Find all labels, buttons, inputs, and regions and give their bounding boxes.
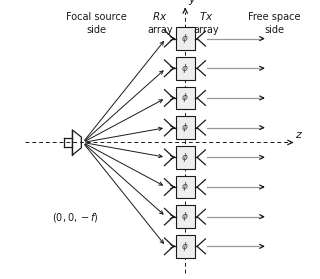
Text: $\phi$: $\phi$ <box>181 32 189 45</box>
Text: $\phi$: $\phi$ <box>181 92 189 104</box>
Text: $Rx$: $Rx$ <box>152 10 168 22</box>
Bar <box>176 87 195 109</box>
Text: $\phi$: $\phi$ <box>181 121 189 134</box>
Bar <box>176 235 195 258</box>
Text: $\phi$: $\phi$ <box>181 62 189 75</box>
Bar <box>176 146 195 169</box>
Text: $\phi$: $\phi$ <box>181 210 189 223</box>
Bar <box>176 57 195 80</box>
Text: side: side <box>264 25 284 35</box>
Text: $Tx$: $Tx$ <box>199 10 213 22</box>
Text: $\phi$: $\phi$ <box>181 181 189 194</box>
Text: $\phi$: $\phi$ <box>181 240 189 253</box>
Bar <box>176 205 195 228</box>
Bar <box>176 116 195 139</box>
Bar <box>176 176 195 198</box>
Text: $z$: $z$ <box>295 130 303 140</box>
Text: Free space: Free space <box>248 12 300 22</box>
Text: Focal source: Focal source <box>66 12 127 22</box>
Text: $\phi$: $\phi$ <box>181 151 189 164</box>
Text: array: array <box>193 25 219 35</box>
Bar <box>176 27 195 50</box>
Text: $y$: $y$ <box>188 0 196 6</box>
Text: side: side <box>86 25 106 35</box>
Text: $(0, 0, -f)$: $(0, 0, -f)$ <box>52 211 98 224</box>
Text: array: array <box>147 25 173 35</box>
